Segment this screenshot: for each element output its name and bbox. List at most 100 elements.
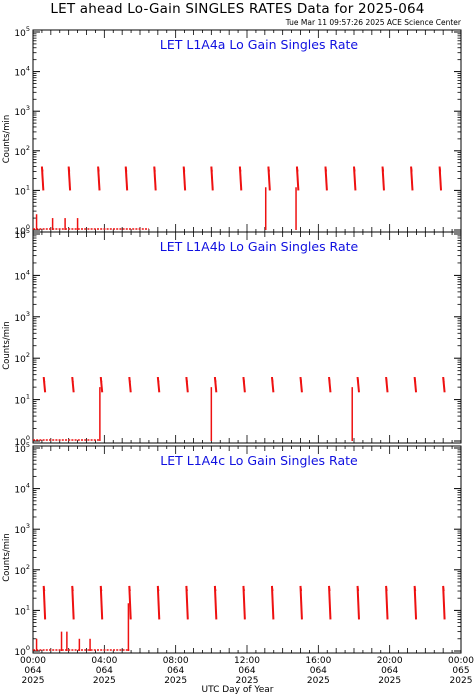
y-tick-label: 104 (14, 65, 30, 79)
x-tick-year: 2025 (307, 676, 330, 686)
burst-mark (41, 166, 44, 172)
burst-mark (242, 376, 245, 383)
burst-mark (296, 166, 299, 172)
burst-mark (156, 585, 161, 620)
burst-mark (67, 166, 71, 172)
burst-mark (413, 376, 417, 383)
x-tick-doy: 064 (381, 666, 398, 676)
burst-mark (413, 585, 417, 592)
y-tick-exponent: 5 (26, 227, 30, 235)
y-tick-label: 102 (14, 563, 30, 577)
x-tick-year: 2025 (93, 676, 116, 686)
x-tick-label: 08:00 (163, 656, 189, 666)
y-tick-label: 103 (14, 522, 30, 536)
burst-mark (242, 585, 245, 592)
burst-mark (299, 585, 303, 592)
y-tick-label: 103 (14, 310, 30, 324)
y-tick-label: 105 (14, 25, 30, 39)
y-tick-exponent: 2 (26, 351, 30, 359)
y-axis-label: Counts/min (2, 321, 12, 370)
burst-mark (185, 585, 188, 592)
y-tick-label: 103 (14, 104, 30, 118)
y-tick-exponent: 5 (26, 441, 30, 449)
burst-mark (239, 166, 242, 172)
panel-title: LET L1A4a Lo Gain Singles Rate (160, 37, 358, 52)
x-tick-label: 04:00 (91, 656, 117, 666)
burst-mark (71, 585, 75, 620)
y-tick-label: 104 (14, 268, 30, 282)
y-tick-exponent: 3 (26, 104, 30, 112)
y-tick-label: 102 (14, 351, 30, 365)
burst-mark (442, 585, 446, 620)
burst-mark (356, 376, 360, 383)
y-axis-label: Counts/min (2, 115, 12, 164)
burst-mark (182, 166, 186, 172)
x-tick-doy: 065 (452, 666, 469, 676)
burst-mark (124, 166, 128, 172)
y-tick-exponent: 2 (26, 563, 30, 571)
x-tick-doy: 064 (167, 666, 184, 676)
burst-mark (413, 585, 418, 620)
burst-mark (267, 166, 270, 172)
y-tick-exponent: 4 (26, 268, 30, 276)
burst-mark (385, 376, 388, 383)
burst-mark (242, 585, 246, 620)
y-tick-label: 101 (14, 393, 30, 407)
burst-mark (385, 585, 389, 620)
x-tick-doy: 064 (24, 666, 41, 676)
y-tick-exponent: 4 (26, 65, 30, 73)
x-tick-year: 2025 (378, 676, 401, 686)
y-tick-exponent: 3 (26, 310, 30, 318)
burst-mark (385, 585, 388, 592)
burst-mark (210, 166, 213, 172)
page-title: LET ahead Lo-Gain SINGLES RATES Data for… (50, 1, 425, 17)
plot-frame (32, 29, 462, 233)
burst-mark (270, 585, 275, 620)
burst-mark (214, 585, 217, 592)
y-tick-label: 102 (14, 144, 30, 158)
burst-mark (328, 376, 331, 383)
burst-mark (213, 585, 218, 620)
y-tick-exponent: 0 (26, 223, 30, 231)
x-tick-label: 16:00 (305, 656, 331, 666)
burst-mark (128, 585, 131, 592)
x-tick-year: 2025 (22, 676, 45, 686)
burst-mark (356, 585, 360, 620)
burst-mark (324, 166, 328, 172)
burst-mark (271, 585, 274, 592)
burst-mark (100, 376, 103, 383)
x-tick-label: 00:00 (448, 656, 474, 666)
x-tick-label: 12:00 (234, 656, 260, 666)
burst-mark (128, 585, 132, 620)
y-tick-label: 101 (14, 183, 30, 197)
y-tick-exponent: 3 (26, 522, 30, 530)
burst-mark (214, 376, 217, 383)
panel-title: LET L1A4b Lo Gain Singles Rate (160, 239, 359, 254)
burst-mark (42, 376, 46, 383)
x-tick-year: 2025 (450, 676, 473, 686)
plot-frame (32, 231, 462, 444)
burst-mark (185, 585, 189, 620)
burst-mark (71, 376, 74, 383)
panel-title: LET L1A4c Lo Gain Singles Rate (160, 453, 358, 468)
burst-mark (99, 585, 104, 620)
burst-mark (97, 166, 100, 172)
y-tick-exponent: 0 (26, 644, 30, 652)
burst-mark (153, 166, 156, 172)
y-tick-label: 101 (14, 603, 30, 617)
y-tick-exponent: 4 (26, 482, 30, 490)
x-tick-doy: 064 (96, 666, 113, 676)
burst-mark (410, 166, 413, 172)
burst-mark (42, 585, 46, 592)
burst-mark (328, 585, 331, 592)
x-tick-year: 2025 (236, 676, 259, 686)
y-tick-exponent: 0 (26, 434, 30, 442)
plot-frame (32, 445, 462, 654)
burst-mark (381, 166, 385, 172)
burst-mark (299, 585, 303, 620)
x-tick-label: 00:00 (20, 656, 46, 666)
y-tick-exponent: 1 (26, 603, 30, 611)
burst-mark (442, 376, 445, 383)
burst-mark (271, 376, 274, 383)
